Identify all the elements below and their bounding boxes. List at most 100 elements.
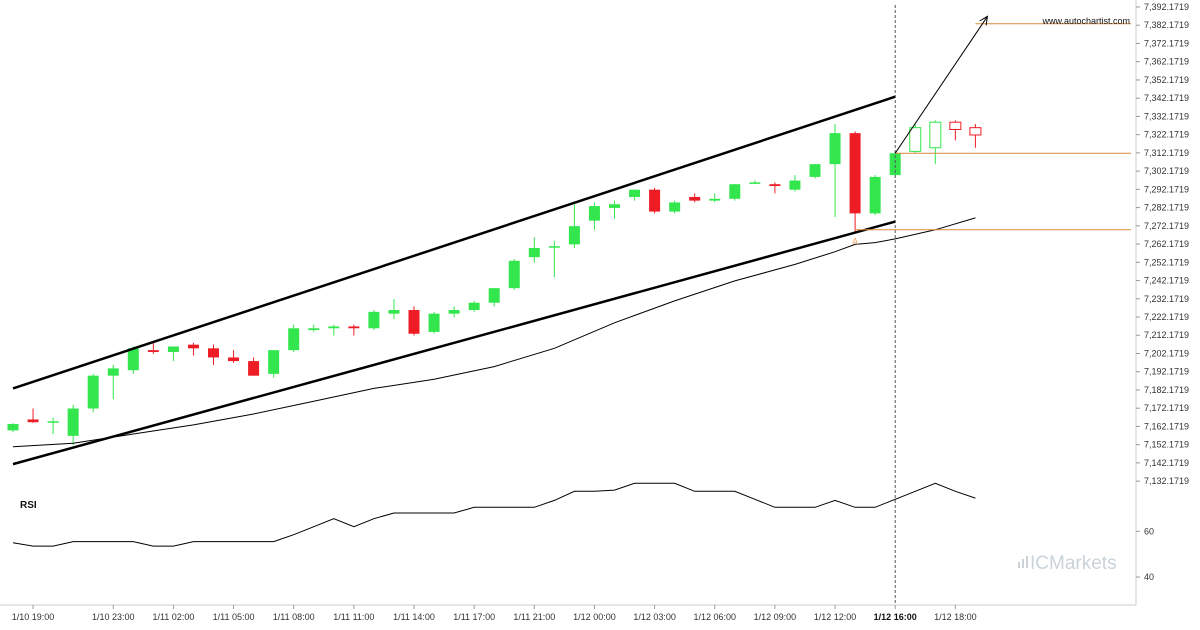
candle-body xyxy=(869,176,881,214)
price-tick-label: 7,302.1719 xyxy=(1144,166,1189,176)
price-tick-label: 7,282.1719 xyxy=(1144,203,1189,213)
candle-body xyxy=(107,368,119,376)
candle xyxy=(248,357,260,376)
candle xyxy=(7,423,19,433)
time-tick-label: 1/12 06:00 xyxy=(693,612,736,622)
time-tick-label: 1/12 09:00 xyxy=(754,612,797,622)
candle-body xyxy=(147,350,159,352)
price-tick-label: 7,392.1719 xyxy=(1144,2,1189,12)
candle xyxy=(709,193,721,203)
brand-name: Markets xyxy=(1049,553,1117,574)
candle xyxy=(789,175,801,192)
time-tick-label: 1/12 12:00 xyxy=(814,612,857,622)
autochartist-watermark: www.autochartist.com xyxy=(1041,16,1130,26)
price-tick-label: 7,342.1719 xyxy=(1144,93,1189,103)
price-tick-label: 7,272.1719 xyxy=(1144,221,1189,231)
price-tick-label: 7,322.1719 xyxy=(1144,130,1189,140)
brand-prefix: IC xyxy=(1030,553,1049,574)
candle-body xyxy=(368,311,380,329)
candle-body xyxy=(609,204,620,208)
time-tick-label: 1/10 19:00 xyxy=(12,612,55,622)
time-tick-label: 1/11 21:00 xyxy=(513,612,555,622)
candle-body xyxy=(468,302,480,311)
price-tick-label: 7,212.1719 xyxy=(1144,330,1189,340)
price-tick-label: 7,182.1719 xyxy=(1144,385,1189,395)
candle xyxy=(27,408,39,424)
time-tick-label: 1/12 00:00 xyxy=(573,612,616,622)
candle-body xyxy=(629,189,641,197)
candle xyxy=(428,311,440,334)
candle xyxy=(809,164,821,179)
candle-body xyxy=(428,313,440,332)
candle xyxy=(127,346,139,374)
candle xyxy=(308,324,320,332)
candle xyxy=(208,344,219,365)
candle-body xyxy=(488,288,500,303)
price-tick-label: 7,222.1719 xyxy=(1144,312,1189,322)
price-tick-label: 7,162.1719 xyxy=(1144,421,1189,431)
channel-line-upper xyxy=(12,95,896,390)
price-tick-label: 7,312.1719 xyxy=(1144,148,1189,158)
candle-body xyxy=(408,310,420,334)
candle xyxy=(508,258,520,290)
candle xyxy=(408,306,420,336)
candle xyxy=(548,240,560,278)
rsi-line xyxy=(12,482,976,547)
candle-body xyxy=(969,127,982,136)
candle xyxy=(87,373,99,413)
candle xyxy=(729,184,741,201)
candle-body xyxy=(689,196,701,201)
candle-body xyxy=(729,184,741,199)
candle xyxy=(328,324,340,336)
time-tick-label: 1/12 18:00 xyxy=(934,612,977,622)
candle xyxy=(528,237,540,263)
pattern-marker-label: A xyxy=(852,236,858,246)
time-tick-label: 1/12 16:00 xyxy=(874,612,917,622)
candle-body xyxy=(7,424,19,431)
candle xyxy=(669,200,681,214)
time-tick-label: 1/11 14:00 xyxy=(393,612,435,622)
rsi-title: RSI xyxy=(20,500,37,511)
candle xyxy=(588,202,600,230)
price-tick-label: 7,132.1719 xyxy=(1144,476,1189,486)
candle-body xyxy=(909,127,922,152)
candle-body xyxy=(508,260,520,289)
candle xyxy=(749,180,761,185)
time-tick-label: 1/11 05:00 xyxy=(213,612,255,622)
icmarkets-logo: ICMarkets xyxy=(1018,553,1117,574)
candle xyxy=(187,342,199,356)
candle-body xyxy=(849,133,861,214)
price-tick-label: 7,262.1719 xyxy=(1144,239,1189,249)
candle xyxy=(849,131,861,234)
candle-body xyxy=(448,310,460,314)
candle xyxy=(769,182,781,194)
candle-body xyxy=(568,226,580,245)
channel-line-lower xyxy=(12,220,896,466)
candle-body xyxy=(87,375,99,409)
candle-body xyxy=(769,184,781,187)
candle-body xyxy=(127,348,139,371)
price-tick-label: 7,292.1719 xyxy=(1144,184,1189,194)
candle xyxy=(689,193,701,203)
candle xyxy=(107,364,119,400)
axis-layer: 7,392.1719 7,382.1719 7,372.1719 7,362.1719… xyxy=(0,0,1189,622)
candle xyxy=(568,204,580,249)
candle xyxy=(929,120,942,165)
candle-body xyxy=(27,419,39,423)
candle-body xyxy=(669,202,681,212)
price-tick-label: 7,372.1719 xyxy=(1144,38,1189,48)
candle-body xyxy=(187,344,199,349)
candle xyxy=(969,124,982,148)
candle xyxy=(147,342,159,354)
candle xyxy=(629,189,641,201)
candle xyxy=(368,310,380,331)
candle-body xyxy=(308,328,320,331)
candle xyxy=(949,120,962,141)
price-tick-label: 7,362.1719 xyxy=(1144,57,1189,67)
candle-body xyxy=(649,189,661,212)
candle xyxy=(167,346,179,362)
candle xyxy=(67,404,79,445)
price-tick-label: 7,232.1719 xyxy=(1144,294,1189,304)
candle-body xyxy=(709,198,721,201)
